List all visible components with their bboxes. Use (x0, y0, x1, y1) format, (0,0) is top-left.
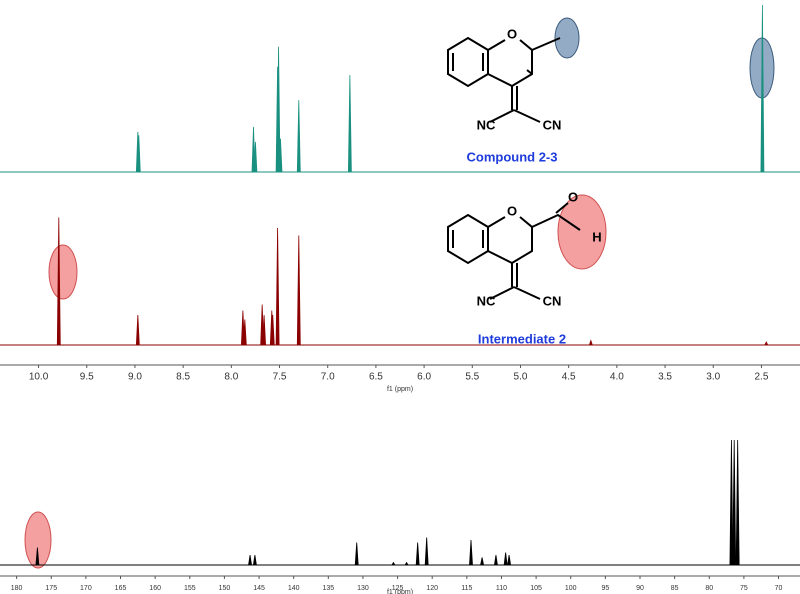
x-tick-label: 80 (705, 585, 713, 592)
x-tick-label: 160 (149, 585, 161, 592)
x-tick-label: 180 (11, 585, 23, 592)
x-tick-label: 9.5 (80, 372, 94, 383)
x-tick-label: 85 (671, 585, 679, 592)
x-tick-label: 120 (426, 585, 438, 592)
highlight (24, 511, 52, 569)
x-tick-label: 105 (530, 585, 542, 592)
atom-label: CN (543, 117, 562, 132)
peak (503, 552, 508, 566)
x-axis-label: f1 (ppm) (387, 589, 413, 594)
peak (764, 341, 769, 346)
atom-label: O (507, 203, 517, 218)
peak (253, 141, 258, 173)
x-tick-label: 5.5 (465, 372, 479, 383)
peak (242, 319, 247, 346)
x-tick-label: 155 (184, 585, 196, 592)
peak (136, 135, 141, 173)
peak (135, 314, 140, 346)
spectrum-label: Intermediate 2 (478, 331, 566, 346)
x-tick-label: 5.0 (514, 372, 528, 383)
atom-label: H (592, 229, 601, 244)
peak (760, 4, 765, 173)
peak (248, 554, 253, 566)
peak (415, 542, 420, 566)
highlight (48, 244, 78, 300)
x-tick-label: 75 (740, 585, 748, 592)
peak (56, 217, 61, 346)
structure (447, 202, 581, 300)
peak (507, 554, 512, 566)
peak (296, 235, 301, 346)
peak (354, 542, 359, 566)
x-tick-label: 110 (496, 585, 507, 592)
x-tick-label: 6.5 (369, 372, 383, 383)
x-tick-label: 10.0 (29, 372, 49, 383)
peak (276, 46, 281, 173)
atom-label: NC (477, 293, 496, 308)
peak (391, 561, 396, 566)
peak (252, 554, 257, 566)
x-tick-label: 6.0 (417, 372, 431, 383)
x-tick-label: 90 (636, 585, 644, 592)
x-tick-label: 115 (461, 585, 472, 592)
highlight (557, 194, 607, 270)
x-tick-label: 125 (392, 585, 404, 592)
x-tick-label: 3.5 (658, 372, 672, 383)
x-tick-label: 9.0 (128, 372, 142, 383)
peak (469, 539, 473, 566)
x-tick-label: 8.0 (224, 372, 238, 383)
peak (35, 547, 40, 566)
atom-label: O (568, 189, 578, 204)
peak (404, 561, 409, 566)
highlight (554, 17, 580, 59)
x-tick-label: 135 (322, 585, 334, 592)
peak (275, 227, 280, 346)
x-tick-label: 70 (775, 585, 783, 592)
x-tick-label: 8.5 (176, 372, 190, 383)
peak (262, 314, 267, 346)
x-tick-label: 150 (219, 585, 231, 592)
atom-label: O (507, 26, 517, 41)
x-tick-label: 3.0 (706, 372, 720, 383)
x-tick-label: 2.5 (754, 372, 768, 383)
x-axis-label: f1 (ppm) (387, 386, 413, 393)
x-tick-label: 7.0 (321, 372, 335, 383)
peak (278, 138, 283, 173)
x-tick-label: 165 (115, 585, 127, 592)
spectrum-label: Compound 2-3 (467, 149, 558, 164)
peak (588, 339, 593, 346)
x-tick-label: 7.5 (273, 372, 287, 383)
peak (493, 554, 498, 566)
atom-label: NC (477, 117, 496, 132)
x-tick-label: 170 (80, 585, 92, 592)
peak (270, 314, 275, 346)
atom-label: CN (543, 293, 562, 308)
peak (729, 439, 734, 566)
peak (735, 439, 740, 566)
peak (732, 439, 737, 566)
x-tick-label: 145 (253, 585, 265, 592)
peak (347, 75, 352, 173)
peak (296, 100, 301, 173)
x-tick-label: 4.0 (610, 372, 624, 383)
peak (424, 537, 429, 566)
structure (447, 36, 561, 123)
peak (480, 557, 485, 566)
x-tick-label: 95 (601, 585, 609, 592)
x-tick-label: 140 (288, 585, 300, 592)
x-tick-label: 130 (357, 585, 369, 592)
x-tick-label: 100 (565, 585, 577, 592)
x-tick-label: 4.5 (562, 372, 576, 383)
x-tick-label: 175 (45, 585, 57, 592)
